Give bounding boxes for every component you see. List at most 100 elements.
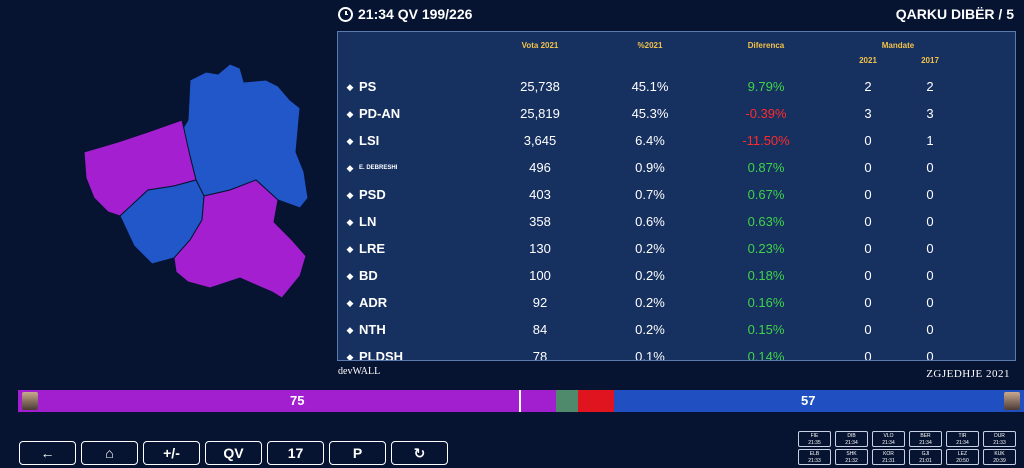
region-tile-time: 21:34 (956, 439, 969, 446)
lre-logo-icon: ◆ (346, 244, 354, 254)
mandates-2017-cell: 1 (926, 133, 934, 148)
pct-cell: 0.2% (635, 268, 665, 283)
table-row: ◆ ADR 92 0.2% 0.16% 0 0 (338, 290, 1015, 316)
plusminus-button[interactable]: +/- (143, 441, 200, 465)
nth-logo-icon: ◆ (346, 325, 354, 335)
votes-cell: 3,645 (523, 133, 557, 148)
votes-cell: 100 (529, 268, 551, 283)
region-tile-code: LEZ (957, 451, 968, 457)
mandates-2021-cell: 0 (864, 214, 872, 229)
region-tile-lez[interactable]: LEZ 20:50 (946, 449, 979, 465)
mandates-2021-cell: 0 (864, 133, 872, 148)
region-tile-code: SHK (846, 451, 857, 457)
table-row: ◆ LRE 130 0.2% 0.23% 0 0 (338, 236, 1015, 262)
party-name: E. DEBRESHI (359, 165, 398, 171)
diff-cell: 0.63% (747, 214, 785, 229)
minor-green-segment (556, 390, 578, 412)
table-row: ◆ E. DEBRESHI 496 0.9% 0.87% 0 0 (338, 155, 1015, 181)
region-tile-time: 20:50 (956, 457, 969, 464)
refresh-button[interactable]: ↻ (391, 441, 448, 465)
mandates-2021-cell: 0 (864, 241, 872, 256)
col-2017-header: 2017 (921, 56, 939, 65)
region-tile-vlo[interactable]: VLO 21:34 (872, 431, 905, 447)
party-cell: ◆ E. DEBRESHI (344, 155, 494, 181)
region-tile-dib[interactable]: DIB 21:34 (835, 431, 868, 447)
region-tile-time: 21:35 (808, 439, 821, 446)
diff-cell: 0.18% (747, 268, 785, 283)
region-tile-gji[interactable]: GJI 21:01 (909, 449, 942, 465)
diff-cell: 0.16% (747, 295, 785, 310)
table-row: ◆ LN 358 0.6% 0.63% 0 0 (338, 209, 1015, 235)
col-pct-header: %2021 (637, 41, 663, 50)
right-seats-label: 57 (801, 393, 816, 408)
mandates-2021-cell: 0 (864, 295, 872, 310)
map-zone-south-east[interactable] (173, 179, 307, 299)
votes-cell: 358 (529, 214, 551, 229)
votes-cell: 403 (529, 187, 551, 202)
party-name: PLDSH (359, 349, 404, 361)
mandates-2021-cell: 0 (864, 322, 872, 337)
region-tile-elb[interactable]: ELB 21:33 (798, 449, 831, 465)
party-name: PS (359, 79, 377, 94)
party-name: BD (359, 268, 378, 283)
pct-cell: 0.9% (635, 160, 665, 175)
region-tile-tir[interactable]: TIR 21:34 (946, 431, 979, 447)
table-row: ◆ PS 25,738 45.1% 9.79% 2 2 (338, 74, 1015, 100)
table-row: ◆ BD 100 0.2% 0.18% 0 0 (338, 263, 1015, 289)
pct-cell: 0.6% (635, 214, 665, 229)
diff-cell: 0.67% (747, 187, 785, 202)
votes-cell: 25,819 (520, 106, 560, 121)
party-cell: ◆ LN (344, 209, 494, 235)
home-button[interactable]: ⌂ (81, 441, 138, 465)
diff-cell: 0.14% (747, 349, 785, 361)
region-tile-code: VLO (883, 433, 894, 439)
pct-cell: 45.1% (631, 79, 669, 94)
votes-cell: 496 (529, 160, 551, 175)
region-tile-dur[interactable]: DUR 21:33 (983, 431, 1016, 447)
party-cell: ◆ PSD (344, 182, 494, 208)
p-button[interactable]: P (329, 441, 386, 465)
pct-cell: 6.4% (635, 133, 665, 148)
col-votes-header: Vota 2021 (521, 41, 559, 50)
table-row: ◆ NTH 84 0.2% 0.15% 0 0 (338, 317, 1015, 343)
diff-cell: 0.23% (747, 241, 785, 256)
mandates-2021-cell: 0 (864, 268, 872, 283)
majority-line (519, 390, 521, 412)
back-button[interactable]: ← (19, 441, 76, 465)
votes-cell: 84 (532, 322, 548, 337)
region-tile-shk[interactable]: SHK 21:32 (835, 449, 868, 465)
clock-icon (338, 6, 353, 22)
table-row: ◆ PSD 403 0.7% 0.67% 0 0 (338, 182, 1015, 208)
right-leader-avatar (1004, 392, 1020, 410)
region-tile-ber[interactable]: BER 21:34 (909, 431, 942, 447)
col-2021-header: 2021 (859, 56, 877, 65)
qv-button[interactable]: QV (205, 441, 262, 465)
left-bloc-segment (18, 390, 556, 412)
region-tile-code: KUK (994, 451, 1005, 457)
region-tile-code: GJI (921, 451, 930, 457)
time-qv-text: 21:34 QV 199/226 (358, 6, 473, 22)
table-row: ◆ PD-AN 25,819 45.3% -0.39% 3 3 (338, 101, 1015, 127)
party-name: LSI (359, 133, 380, 148)
number-button[interactable]: 17 (267, 441, 324, 465)
votes-cell: 25,738 (520, 79, 560, 94)
region-tile-time: 21:33 (993, 439, 1006, 446)
party-cell: ◆ PS (344, 74, 494, 100)
region-tile-kuk[interactable]: KUK 20:39 (983, 449, 1016, 465)
party-cell: ◆ NTH (344, 317, 494, 343)
region-tile-time: 21:01 (919, 457, 932, 464)
pd-logo-icon: ◆ (346, 109, 354, 119)
mandates-2017-cell: 0 (926, 295, 934, 310)
region-tile-kor[interactable]: KOR 21:31 (872, 449, 905, 465)
region-title: QARKU DIBËR / 5 (895, 6, 1014, 22)
party-cell: ◆ ADR (344, 290, 494, 316)
header-time: 21:34 QV 199/226 (338, 6, 472, 22)
mandates-2021-cell: 3 (864, 106, 872, 121)
party-cell: ◆ PD-AN (344, 101, 494, 127)
region-tile-code: KOR (883, 451, 894, 457)
left-seats-label: 75 (290, 393, 305, 408)
mandates-2017-cell: 0 (926, 214, 934, 229)
region-tile-fie[interactable]: FIE 21:35 (798, 431, 831, 447)
votes-cell: 78 (532, 349, 548, 361)
diff-cell: -0.39% (745, 106, 787, 121)
